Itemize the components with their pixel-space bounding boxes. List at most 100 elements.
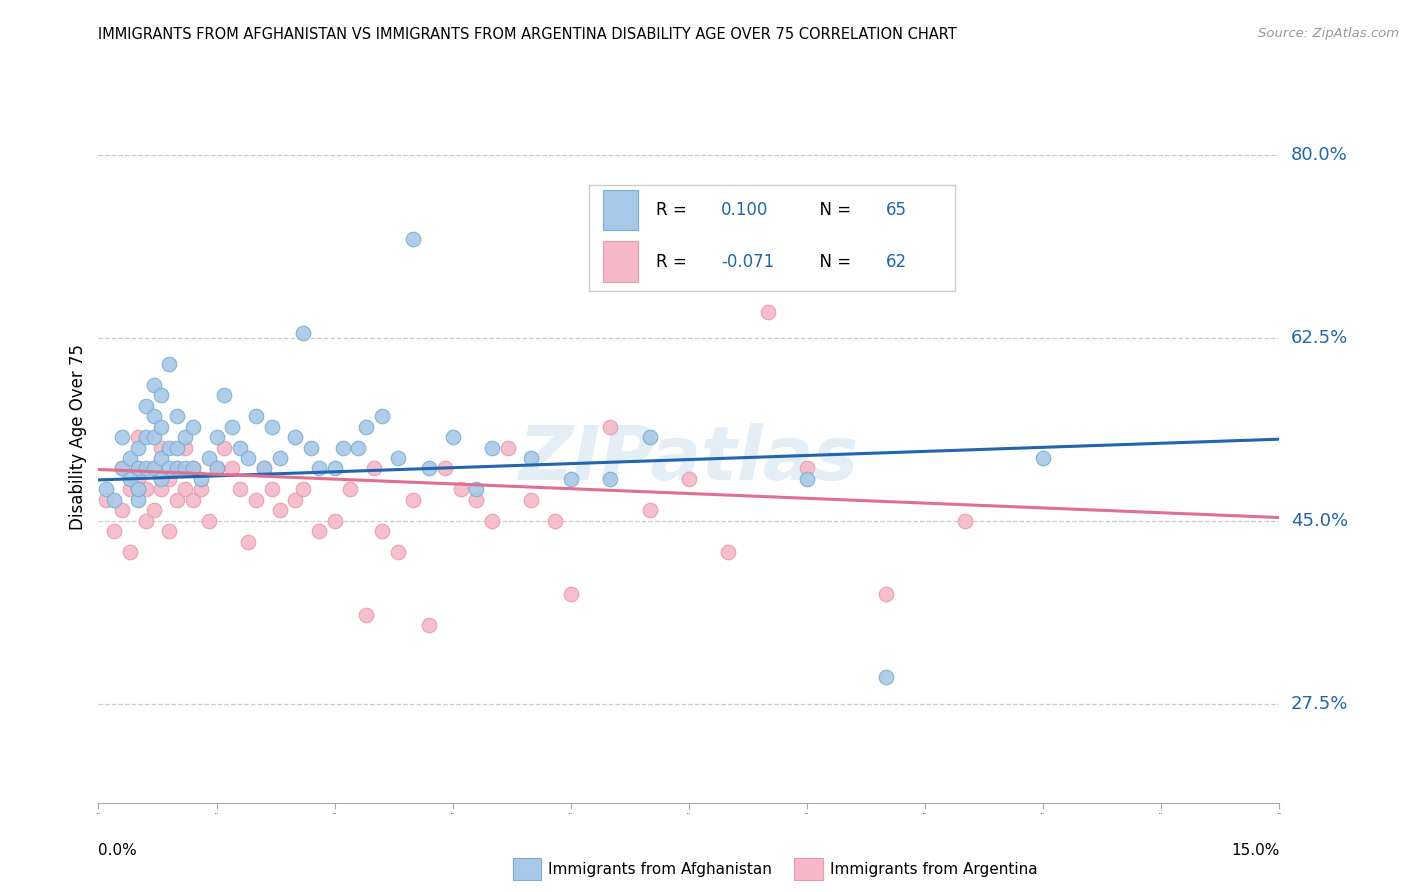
Point xyxy=(544,514,567,528)
Point xyxy=(96,483,118,497)
Text: 0.100: 0.100 xyxy=(721,202,768,219)
Point xyxy=(142,461,165,475)
Point xyxy=(174,461,197,475)
FancyBboxPatch shape xyxy=(603,190,638,230)
Point xyxy=(260,483,283,497)
Text: 45.0%: 45.0% xyxy=(1291,512,1348,530)
Point xyxy=(323,514,346,528)
Point xyxy=(229,441,252,455)
Point xyxy=(127,483,149,497)
Point xyxy=(214,441,236,455)
Point xyxy=(157,441,180,455)
Point xyxy=(402,492,425,507)
Point xyxy=(127,461,149,475)
Point xyxy=(205,430,228,444)
Point xyxy=(560,587,582,601)
Point xyxy=(166,409,188,424)
Point xyxy=(150,483,173,497)
Y-axis label: Disability Age Over 75: Disability Age Over 75 xyxy=(69,344,87,530)
Text: IMMIGRANTS FROM AFGHANISTAN VS IMMIGRANTS FROM ARGENTINA DISABILITY AGE OVER 75 : IMMIGRANTS FROM AFGHANISTAN VS IMMIGRANT… xyxy=(98,27,957,42)
Point xyxy=(756,304,779,318)
Point xyxy=(245,492,267,507)
Point xyxy=(418,461,440,475)
Text: R =: R = xyxy=(655,202,692,219)
Point xyxy=(236,450,259,465)
Point xyxy=(135,514,157,528)
Point xyxy=(221,419,243,434)
Point xyxy=(150,450,173,465)
Text: 62.5%: 62.5% xyxy=(1291,329,1348,347)
Point xyxy=(142,503,165,517)
Point xyxy=(796,472,818,486)
Point xyxy=(253,461,276,475)
Point xyxy=(103,492,125,507)
Point xyxy=(260,419,283,434)
Point xyxy=(638,430,661,444)
Point xyxy=(118,545,141,559)
Point xyxy=(1032,450,1054,465)
FancyBboxPatch shape xyxy=(589,185,955,291)
Text: -0.071: -0.071 xyxy=(721,252,775,270)
Point xyxy=(953,514,976,528)
Point xyxy=(520,492,543,507)
Point xyxy=(118,472,141,486)
Text: R =: R = xyxy=(655,252,692,270)
Point xyxy=(354,419,377,434)
Point xyxy=(221,461,243,475)
Point xyxy=(481,514,503,528)
Point xyxy=(496,441,519,455)
Point xyxy=(127,472,149,486)
Point xyxy=(354,607,377,622)
Point xyxy=(371,409,394,424)
Text: 80.0%: 80.0% xyxy=(1291,146,1347,164)
Text: 27.5%: 27.5% xyxy=(1291,695,1348,713)
Text: Source: ZipAtlas.com: Source: ZipAtlas.com xyxy=(1258,27,1399,40)
Point xyxy=(638,503,661,517)
Point xyxy=(127,441,149,455)
Text: ZIPatlas: ZIPatlas xyxy=(519,423,859,496)
Point xyxy=(118,483,141,497)
Point xyxy=(181,492,204,507)
Point xyxy=(371,524,394,538)
Point xyxy=(245,409,267,424)
Point xyxy=(678,472,700,486)
Point xyxy=(157,472,180,486)
Point xyxy=(323,461,346,475)
Point xyxy=(181,419,204,434)
Point xyxy=(284,430,307,444)
Point xyxy=(332,441,354,455)
Point xyxy=(299,441,322,455)
Point xyxy=(197,450,219,465)
Point xyxy=(190,472,212,486)
Point xyxy=(127,430,149,444)
Point xyxy=(599,472,621,486)
Point xyxy=(174,441,197,455)
Point xyxy=(174,483,197,497)
Text: 15.0%: 15.0% xyxy=(1232,843,1279,858)
Point xyxy=(127,492,149,507)
Point xyxy=(520,450,543,465)
Point xyxy=(599,419,621,434)
Point xyxy=(387,545,409,559)
Point xyxy=(363,461,385,475)
Point xyxy=(229,483,252,497)
Point xyxy=(205,461,228,475)
Point xyxy=(292,326,315,340)
Point xyxy=(166,461,188,475)
Point xyxy=(269,450,291,465)
Point xyxy=(166,492,188,507)
Point xyxy=(142,377,165,392)
Point xyxy=(157,461,180,475)
Point xyxy=(796,461,818,475)
Point xyxy=(181,461,204,475)
Point xyxy=(284,492,307,507)
Point xyxy=(127,483,149,497)
Point xyxy=(174,430,197,444)
Point xyxy=(166,461,188,475)
Point xyxy=(142,409,165,424)
Point xyxy=(135,430,157,444)
Point xyxy=(181,461,204,475)
Point xyxy=(236,534,259,549)
Point xyxy=(481,441,503,455)
Text: N =: N = xyxy=(810,252,856,270)
